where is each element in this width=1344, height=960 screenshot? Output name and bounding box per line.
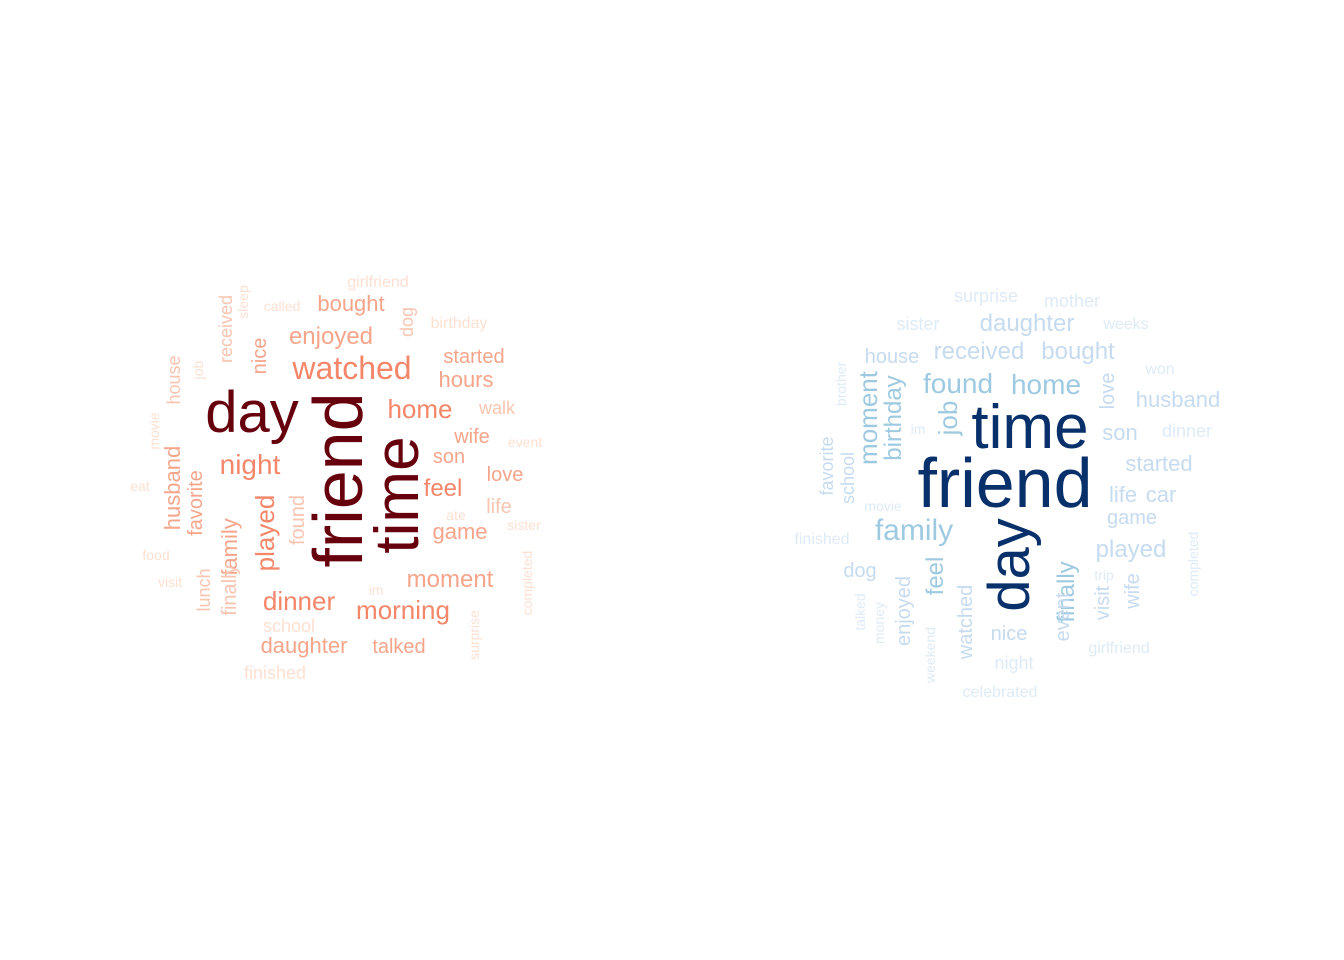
word-weekend: weekend (922, 626, 938, 684)
word-found: found (922, 368, 994, 399)
word-dog: dog (843, 560, 877, 582)
word-enjoyed: enjoyed (288, 323, 374, 350)
word-mother: mother (1043, 291, 1101, 311)
word-called: called (263, 298, 301, 314)
word-moment: moment (853, 371, 883, 465)
word-im: im (910, 421, 926, 437)
word-visit: visit (1092, 585, 1114, 621)
word-love: love (486, 464, 524, 486)
word-friend: friend (917, 444, 1093, 522)
word-hours: hours (438, 367, 494, 392)
word-husband: husband (1135, 387, 1221, 412)
word-school: school (838, 451, 858, 505)
word-morning: morning (356, 595, 450, 625)
word-daughter: daughter (260, 633, 348, 658)
word-son: son (432, 446, 466, 468)
word-walk: walk (478, 398, 516, 418)
word-night: night (219, 449, 281, 480)
word-girlfriend: girlfriend (1088, 640, 1150, 657)
word-feel: feel (423, 475, 463, 502)
word-day: day (977, 518, 1042, 612)
word-won: won (1145, 361, 1175, 378)
word-weeks: weeks (1103, 316, 1149, 333)
word-life: life (486, 496, 512, 518)
word-school: school (262, 616, 316, 636)
word-dinner: dinner (1161, 421, 1213, 441)
word-game: game (1106, 507, 1158, 529)
word-food: food (142, 547, 170, 563)
word-car: car (1145, 482, 1177, 507)
word-watched: watched (955, 584, 977, 660)
word-started: started (443, 346, 505, 368)
word-wife: wife (454, 426, 490, 448)
word-sister: sister (507, 517, 541, 533)
word-night: night (994, 653, 1034, 673)
word-bought: bought (1041, 338, 1115, 365)
word-dinner: dinner (262, 586, 336, 616)
word-finished: finished (243, 663, 307, 683)
word-finished: finished (794, 531, 850, 548)
word-im: im (368, 582, 384, 598)
word-home: home (387, 394, 453, 424)
word-wife: wife (1122, 573, 1144, 609)
word-feel: feel (922, 556, 949, 596)
word-event: event (507, 434, 543, 450)
word-time: time (971, 393, 1089, 462)
word-house: house (864, 346, 920, 368)
word-talked: talked (852, 593, 868, 631)
word-daughter: daughter (979, 310, 1075, 337)
word-family: family (874, 514, 954, 547)
word-trip: trip (1094, 567, 1114, 583)
word-birthday: birthday (880, 375, 907, 461)
word-surprise: surprise (953, 286, 1019, 306)
word-nice: nice (990, 623, 1028, 645)
word-game: game (432, 519, 488, 544)
word-completed: completed (1185, 531, 1201, 597)
word-talked: talked (372, 636, 426, 658)
word-celebrated: celebrated (962, 684, 1038, 701)
word-received: received (933, 338, 1025, 365)
word-eat: eat (130, 478, 150, 494)
word-sister: sister (896, 314, 940, 334)
word-enjoyed: enjoyed (893, 575, 915, 647)
word-day: day (205, 380, 299, 445)
word-job: job (933, 400, 963, 436)
word-event: event (1052, 592, 1074, 642)
word-birthday: birthday (430, 315, 488, 332)
word-money: money (871, 601, 887, 645)
word-played: played (1095, 536, 1167, 563)
word-home: home (1010, 369, 1082, 400)
word-life: life (1108, 482, 1138, 507)
word-girlfriend: girlfriend (347, 274, 409, 291)
word-visit: visit (157, 574, 183, 590)
word-love: love (1097, 372, 1119, 410)
word-ate: ate (446, 507, 466, 523)
word-movie: movie (864, 498, 902, 514)
word-brother: brother (833, 361, 849, 407)
word-son: son (1102, 420, 1138, 445)
word-started: started (1125, 451, 1193, 476)
word-watched: watched (292, 350, 412, 386)
word-moment: moment (406, 566, 494, 593)
word-bought: bought (317, 291, 385, 316)
word-favorite: favorite (817, 436, 837, 496)
